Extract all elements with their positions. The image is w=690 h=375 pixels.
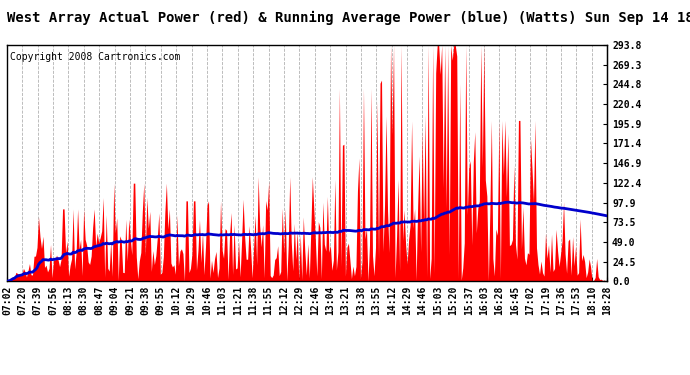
Text: Copyright 2008 Cartronics.com: Copyright 2008 Cartronics.com [10, 52, 180, 62]
Text: West Array Actual Power (red) & Running Average Power (blue) (Watts) Sun Sep 14 : West Array Actual Power (red) & Running … [7, 11, 690, 26]
